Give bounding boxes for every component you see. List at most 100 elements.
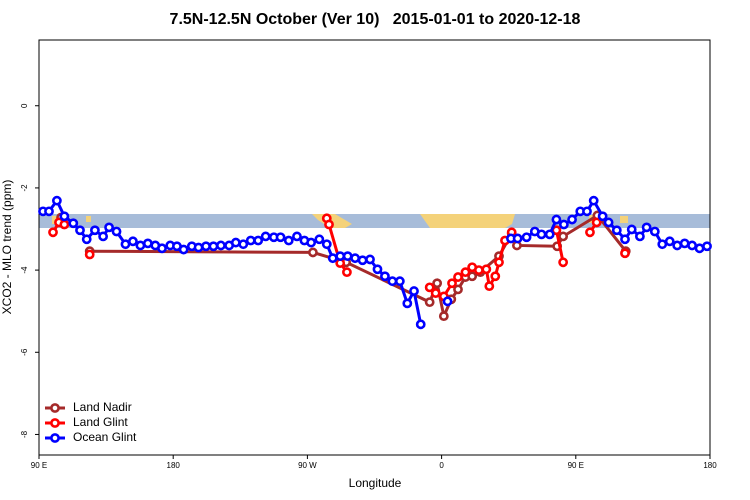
data-point: [75, 225, 85, 236]
data-point: [460, 267, 471, 278]
data-point: [620, 248, 630, 259]
data-point: [591, 217, 602, 228]
data-point: [135, 240, 146, 251]
data-point: [687, 240, 698, 251]
data-point: [365, 254, 375, 265]
data-point: [494, 257, 504, 268]
data-point: [521, 232, 532, 243]
data-point: [81, 234, 92, 245]
data-point: [664, 236, 675, 247]
legend-marker: [50, 403, 60, 413]
data-point: [48, 227, 58, 238]
data-point: [447, 278, 457, 289]
data-point: [544, 229, 555, 240]
data-point: [324, 219, 334, 230]
data-point: [314, 234, 325, 245]
data-point: [350, 253, 361, 264]
data-point: [567, 214, 577, 225]
data-point: [357, 255, 368, 266]
data-point: [438, 311, 449, 322]
data-point: [402, 298, 413, 309]
data-point: [694, 243, 705, 254]
data-point: [308, 247, 318, 258]
data-point: [424, 297, 435, 308]
data-point: [111, 226, 122, 237]
data-point: [372, 264, 383, 275]
data-point: [657, 239, 668, 250]
data-point: [536, 229, 547, 240]
data-point: [702, 241, 712, 252]
data-point: [260, 231, 271, 242]
data-point: [481, 264, 492, 275]
legend-label: Land Glint: [73, 415, 128, 429]
data-point: [306, 237, 317, 248]
data-point: [51, 195, 62, 206]
data-point: [672, 240, 683, 251]
data-point: [275, 232, 286, 243]
data-point: [84, 249, 95, 260]
x-tick-label: 0: [439, 461, 444, 470]
data-point: [44, 206, 54, 217]
data-point: [585, 227, 595, 238]
data-point: [626, 224, 637, 235]
y-tick-label: -4: [20, 266, 29, 274]
data-point: [442, 296, 453, 307]
x-tick-label: 90 E: [31, 461, 47, 470]
data-point: [588, 195, 599, 206]
data-point: [142, 238, 153, 249]
data-point: [59, 219, 70, 230]
data-point: [253, 235, 264, 246]
data-point: [453, 284, 463, 295]
data-point: [216, 240, 226, 251]
data-point: [193, 242, 204, 253]
data-point: [327, 253, 338, 264]
data-point: [432, 278, 443, 289]
data-point: [453, 272, 463, 282]
y-tick-label: -8: [20, 430, 29, 438]
data-point: [603, 217, 614, 228]
data-point: [490, 271, 501, 282]
data-point: [120, 239, 131, 250]
data-point: [68, 218, 79, 229]
data-point: [558, 257, 569, 268]
chart-title: 7.5N-12.5N October (Ver 10) 2015-01-01 t…: [170, 11, 581, 28]
data-point: [473, 265, 484, 275]
data-point: [415, 319, 426, 330]
y-tick-label: -2: [20, 184, 29, 192]
data-point: [230, 237, 241, 248]
data-point: [245, 235, 256, 246]
data-point: [512, 233, 523, 244]
data-point: [292, 231, 302, 242]
data-point: [387, 276, 398, 287]
data-point: [321, 239, 332, 250]
data-point: [335, 251, 346, 262]
legend-label: Land Nadir: [73, 400, 132, 414]
data-point: [394, 276, 405, 287]
data-point: [342, 251, 353, 262]
x-tick-label: 90 W: [298, 461, 317, 470]
data-point: [128, 236, 138, 247]
x-tick-label: 180: [703, 461, 717, 470]
series-line: [89, 213, 627, 322]
data-point: [424, 282, 435, 293]
data-point: [558, 231, 569, 242]
data-point: [679, 238, 690, 249]
data-point: [620, 234, 630, 245]
data-point: [380, 271, 390, 282]
data-point: [283, 235, 294, 246]
data-point: [611, 225, 622, 236]
data-point: [484, 281, 495, 292]
data-point: [582, 206, 592, 217]
data-point: [597, 211, 608, 222]
x-tick-label: 180: [167, 461, 181, 470]
data-point: [157, 243, 167, 254]
data-point: [430, 288, 441, 299]
data-point: [558, 219, 569, 230]
data-point: [551, 214, 562, 225]
data-point: [238, 239, 249, 250]
data-point: [178, 244, 189, 255]
data-point: [59, 211, 70, 222]
data-point: [467, 271, 478, 282]
legend-marker: [50, 433, 60, 443]
